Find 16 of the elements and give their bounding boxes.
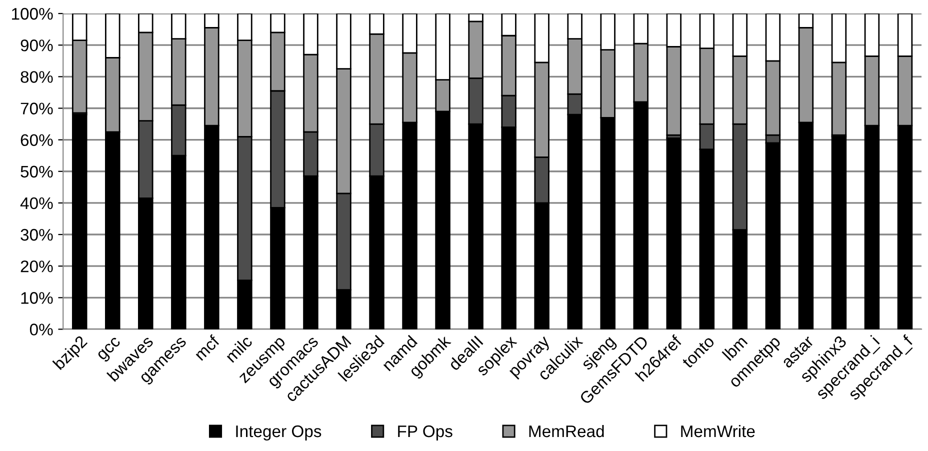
y-tick-label: 80% [20,71,53,83]
y-tick-label: 20% [20,260,53,272]
y-tick-label: 40% [20,197,53,210]
x-tick-label: mcf [193,334,220,361]
y-tick-label: 50% [20,166,53,178]
y-tick-label: 100% [12,8,53,20]
y-tick-label: 60% [20,134,53,146]
legend-label: Integer Ops [236,425,322,441]
y-tick-label: 70% [20,102,53,114]
legend-label: MemRead [529,424,604,438]
y-tick-label: 0% [30,324,53,336]
legend-label: MemWrite [681,424,755,438]
y-tick-label: 90% [20,40,53,52]
legend-label: FP Ops [398,425,452,441]
y-tick-label: 30% [20,228,53,241]
y-tick-label: 10% [21,292,53,304]
